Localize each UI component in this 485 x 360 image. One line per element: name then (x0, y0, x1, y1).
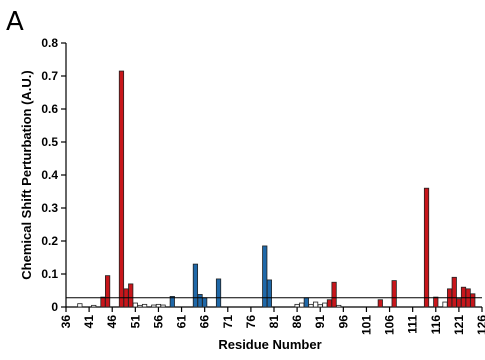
x-axis-title: Residue Number (218, 337, 321, 352)
x-tick-label: 126 (475, 315, 485, 335)
bar-residue-79 (262, 245, 268, 308)
y-tick-label: 0 (51, 300, 58, 314)
bar-residue-90 (313, 301, 319, 308)
y-tick-label: 0.7 (41, 69, 58, 83)
x-tick-label: 121 (452, 315, 466, 335)
panel-label: A (6, 7, 24, 37)
x-tick-label: 46 (105, 315, 119, 329)
x-tick-label: 111 (406, 315, 420, 334)
x-tick-label: 91 (313, 315, 327, 329)
y-tick-label: 0.1 (41, 267, 58, 281)
bar-residue-88 (303, 297, 309, 308)
bar-residue-50 (128, 283, 134, 308)
x-tick-label: 106 (383, 315, 397, 335)
bar-residue-51 (132, 302, 138, 308)
bar-residue-55 (151, 304, 157, 308)
bar-residue-86 (294, 303, 300, 308)
bar-residue-87 (299, 302, 305, 308)
x-ticks: 36 41 46 51 56 61 66 71 76 81 86 91 96 101 106 111 116 12… (59, 307, 485, 335)
bar-residue-122 (460, 286, 467, 308)
y-tick-label: 0.4 (41, 168, 58, 182)
bar-residue-57 (160, 304, 166, 308)
bar-residue-48 (118, 70, 125, 308)
bar-residue-107 (391, 280, 397, 308)
bar-residue-52 (137, 304, 143, 308)
bar-residue-118 (442, 301, 448, 308)
x-tick-label: 116 (429, 315, 443, 335)
x-tick-label: 41 (82, 315, 96, 329)
x-tick-label: 66 (198, 315, 212, 329)
bar-residue-42 (91, 304, 97, 308)
bar-residue-45 (105, 275, 111, 308)
y-tick-label: 0.6 (41, 102, 58, 116)
y-axis-title: Chemical Shift Perturbation (A.U.) (19, 70, 34, 279)
bar-residue-69 (215, 278, 222, 308)
x-tick-label: 86 (290, 315, 304, 329)
bar-residue-56 (155, 303, 162, 308)
x-tick-label: 51 (128, 315, 142, 329)
bar-residue-95 (336, 304, 342, 308)
bar-residue-66 (202, 297, 208, 308)
x-tick-label: 36 (59, 315, 73, 329)
bar-residue-59 (169, 296, 175, 308)
bar-residue-80 (266, 279, 272, 308)
bar-residue-53 (141, 303, 148, 308)
bars (77, 70, 476, 308)
bar-residue-92 (322, 302, 328, 308)
x-tick-label: 96 (336, 315, 350, 329)
bar-residue-116 (433, 296, 439, 308)
plot-area: 0 0.1 0.2 0.3 0.4 0.5 0.6 0.7 0.8 36 41 46 51 56 61 66… (41, 36, 485, 335)
bar-residue-91 (317, 304, 323, 308)
x-tick-label: 101 (359, 315, 373, 335)
y-tick-label: 0.3 (41, 201, 58, 215)
bar-residue-94 (331, 281, 337, 308)
bar-residue-93 (326, 299, 333, 308)
bar-residue-114 (423, 187, 430, 308)
y-tick-label: 0.5 (41, 135, 58, 149)
bar-residue-64 (192, 263, 199, 308)
bar-residue-124 (470, 293, 476, 308)
bar-residue-121 (456, 298, 462, 308)
bar-residue-120 (451, 276, 457, 308)
bar-residue-65 (197, 294, 203, 308)
y-tick-label: 0.2 (41, 234, 58, 248)
bar-residue-104 (377, 299, 383, 308)
x-tick-label: 71 (221, 315, 235, 329)
bar-residue-44 (100, 296, 106, 308)
bar-residue-89 (308, 303, 314, 308)
x-tick-label: 81 (267, 315, 281, 329)
y-ticks: 0 0.1 0.2 0.3 0.4 0.5 0.6 0.7 0.8 (41, 36, 66, 314)
bar-residue-39 (77, 303, 83, 308)
y-tick-label: 0.8 (41, 36, 58, 50)
x-tick-label: 56 (151, 315, 165, 329)
x-tick-label: 61 (175, 315, 189, 329)
x-tick-label: 76 (244, 315, 258, 329)
